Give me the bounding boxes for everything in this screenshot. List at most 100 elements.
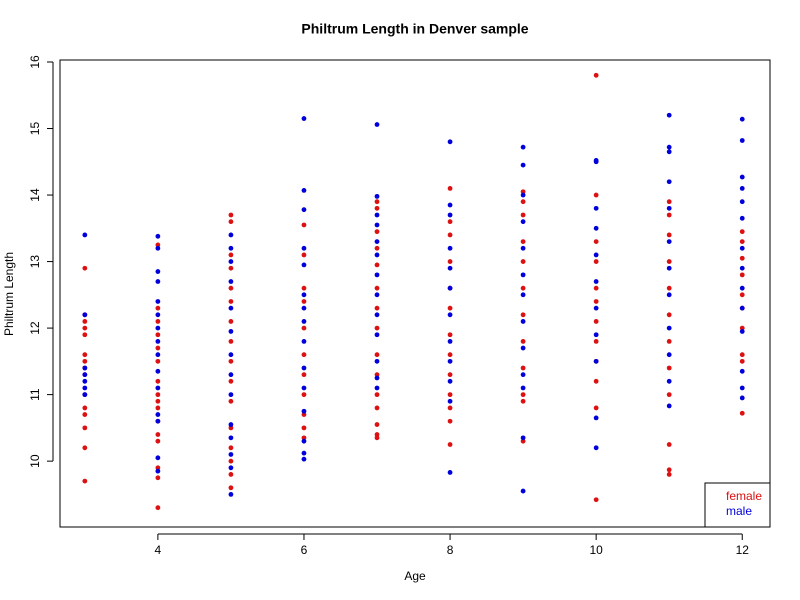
data-point [228, 279, 234, 284]
data-point [374, 239, 380, 245]
data-point [155, 455, 161, 461]
data-point [593, 225, 599, 231]
data-point [228, 358, 234, 364]
data-point [82, 425, 88, 431]
data-point [593, 338, 599, 344]
x-tick-label: 4 [155, 543, 162, 557]
data-point [593, 445, 599, 451]
data-point [447, 245, 453, 251]
data-point [739, 395, 745, 401]
data-point [520, 392, 526, 398]
data-point [666, 467, 672, 473]
data-point [374, 372, 380, 378]
data-point [739, 410, 745, 416]
data-point [228, 378, 234, 384]
data-point [520, 285, 526, 291]
y-tick-label: 16 [28, 55, 42, 69]
data-point [155, 338, 161, 344]
data-point [301, 385, 307, 391]
data-point [593, 497, 599, 503]
data-point [155, 475, 161, 481]
data-point [155, 279, 161, 284]
data-point [155, 418, 161, 424]
data-point [739, 292, 745, 298]
data-point [666, 365, 672, 371]
data-point [520, 438, 526, 444]
data-point [82, 352, 88, 358]
data-point [520, 259, 526, 264]
y-tick-label: 15 [28, 122, 42, 136]
data-point [739, 245, 745, 251]
data-point [374, 245, 380, 251]
data-point [666, 144, 672, 150]
data-point [301, 365, 307, 371]
data-point [374, 352, 380, 358]
data-point [447, 259, 453, 264]
data-point [447, 470, 453, 475]
data-point [666, 403, 672, 409]
data-point [593, 159, 599, 165]
data-point [374, 305, 380, 311]
data-point [374, 312, 380, 318]
data-point [301, 116, 307, 121]
legend-box [704, 482, 771, 528]
chart-title: Philtrum Length in Denver sample [301, 21, 528, 37]
data-point [593, 252, 599, 258]
data-point [520, 199, 526, 205]
data-point [520, 312, 526, 318]
data-point [82, 385, 88, 391]
data-point [739, 285, 745, 291]
data-point [155, 312, 161, 318]
data-point [374, 272, 380, 278]
data-point [666, 325, 672, 331]
data-point [520, 192, 526, 198]
data-point [228, 352, 234, 358]
data-point [447, 378, 453, 384]
data-point [520, 319, 526, 324]
data-point [374, 392, 380, 398]
data-point [374, 122, 380, 127]
data-point [301, 262, 307, 268]
data-point [155, 378, 161, 384]
data-point [666, 232, 672, 238]
data-point [520, 338, 526, 344]
data-point [739, 185, 745, 191]
data-point [520, 488, 526, 494]
data-point [447, 392, 453, 398]
data-point [520, 245, 526, 251]
data-point [301, 338, 307, 344]
data-point [666, 392, 672, 398]
data-point [593, 358, 599, 364]
data-point [666, 378, 672, 384]
data-point [447, 212, 453, 218]
data-point [520, 292, 526, 298]
data-point [739, 325, 745, 331]
data-point [447, 219, 453, 225]
data-point [666, 149, 672, 155]
data-point [593, 299, 599, 304]
data-point [374, 252, 380, 258]
data-point [447, 332, 453, 338]
data-point [447, 398, 453, 404]
data-point [593, 285, 599, 291]
legend-label: male [726, 504, 752, 518]
data-point [520, 398, 526, 404]
data-point [228, 305, 234, 311]
data-point [82, 445, 88, 451]
data-point [520, 372, 526, 378]
data-point [82, 412, 88, 417]
data-point [374, 292, 380, 298]
data-point [739, 239, 745, 245]
data-point [447, 265, 453, 271]
data-point [155, 332, 161, 338]
data-point [447, 312, 453, 318]
data-point [228, 472, 234, 477]
data-point [374, 199, 380, 205]
data-point [666, 442, 672, 447]
data-point [739, 385, 745, 391]
data-point [739, 229, 745, 235]
data-point [666, 352, 672, 358]
data-point [447, 358, 453, 364]
data-point [520, 272, 526, 278]
